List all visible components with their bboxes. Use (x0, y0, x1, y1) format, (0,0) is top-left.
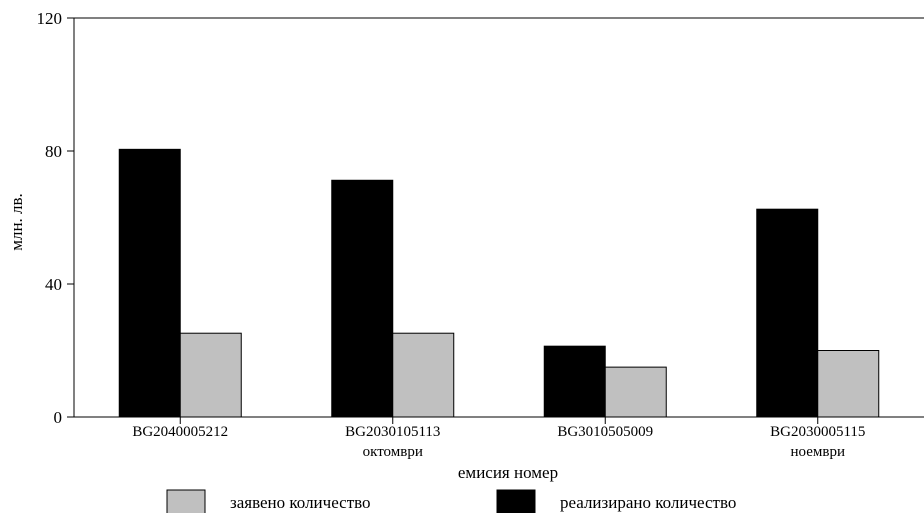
x-tick-label: BG3010505009 (557, 424, 653, 440)
x-tick-label: BG2030105113 (345, 424, 440, 440)
bar-requested (817, 350, 880, 418)
y-tick-label: 120 (37, 9, 63, 28)
bar-realized (331, 179, 394, 418)
x-tick-label: ноември (791, 444, 845, 460)
x-axis-title: емисия номер (458, 463, 558, 482)
x-tick-label: BG2030005115 (770, 424, 865, 440)
x-tick-label: BG2040005212 (132, 424, 228, 440)
bar-realized (756, 208, 819, 418)
bar-realized (543, 345, 606, 418)
y-tick-label: 0 (54, 408, 63, 427)
legend-label: заявено количество (230, 493, 371, 512)
y-axis-title: млн. лв. (7, 193, 26, 251)
bar-requested (392, 332, 455, 418)
bar-requested (604, 366, 667, 418)
bar-requested (179, 332, 242, 418)
legend-swatch (496, 489, 536, 513)
plot-area: 0 40 80 120 BG2040005212 BG2030105113 октомври… (37, 9, 924, 460)
bar-realized (118, 148, 181, 418)
y-tick-label: 40 (45, 275, 62, 294)
legend: заявено количество реализирано количество (166, 489, 736, 513)
legend-swatch (166, 489, 206, 513)
y-tick-label: 80 (45, 142, 62, 161)
x-tick-label: октомври (363, 444, 423, 460)
legend-label: реализирано количество (560, 493, 736, 512)
